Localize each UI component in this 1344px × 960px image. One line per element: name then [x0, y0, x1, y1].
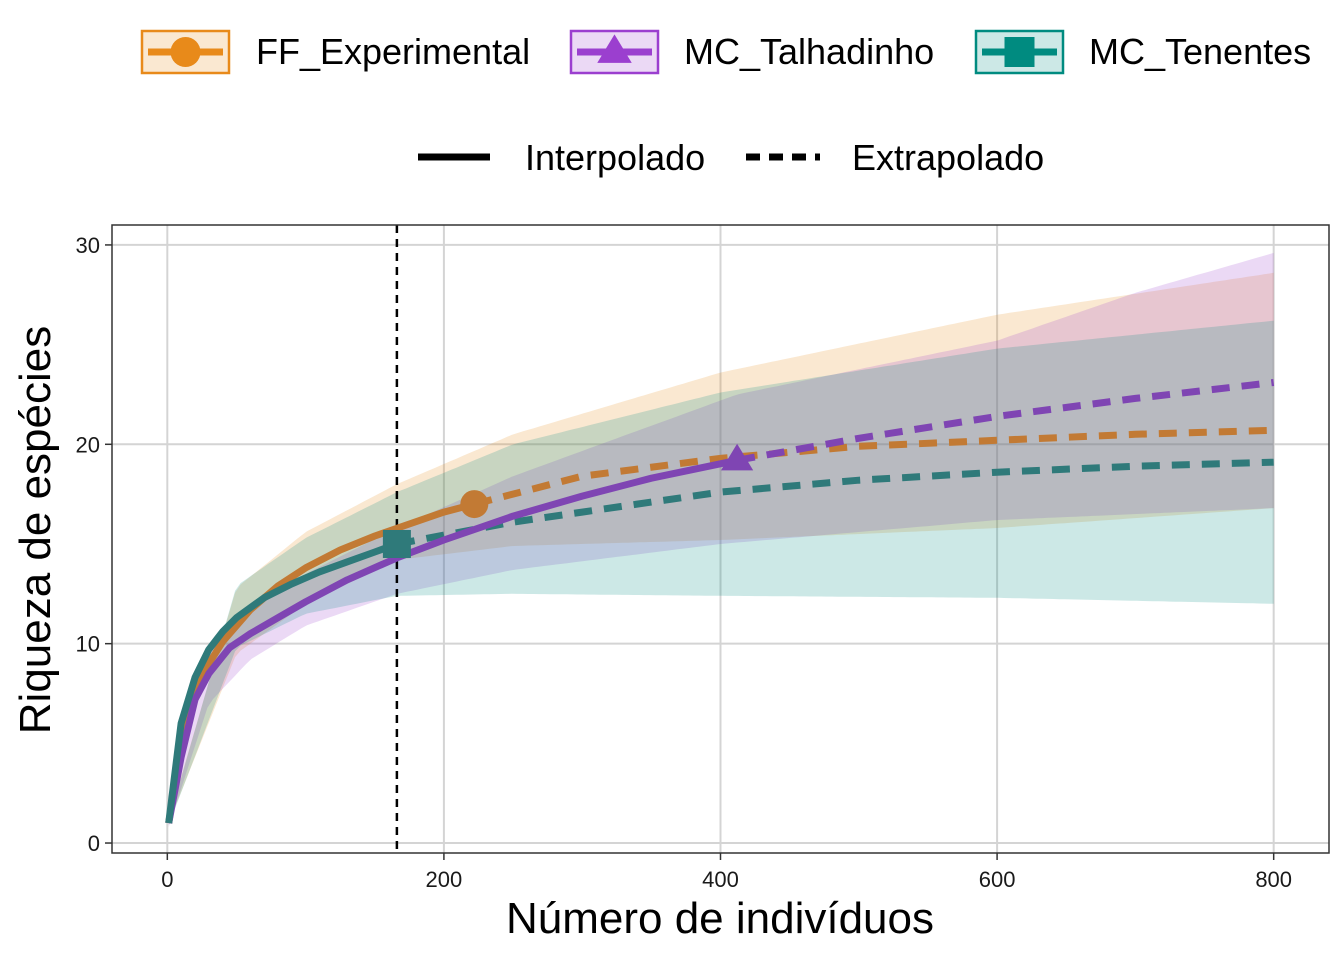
interpolated-line-MC_Tenentes [165, 540, 399, 824]
y-tick-label: 0 [88, 831, 100, 856]
extrapolated-line-FF_Experimental [473, 426, 1274, 508]
plot-panel [111, 224, 1330, 854]
x-tick-label: 800 [1255, 867, 1292, 892]
line-type-label-Interpolado: Interpolado [525, 137, 705, 178]
legend-label-MC_Talhadinho: MC_Talhadinho [684, 31, 934, 72]
y-tick-label: 20 [76, 432, 100, 457]
series-lines [165, 379, 1275, 824]
x-axis-ticks: 0 200 400 600 800 [161, 853, 1292, 892]
legend-key-marker-MC_Talhadinho [597, 34, 632, 63]
legend-key-marker-FF_Experimental [170, 37, 201, 67]
legend-label-FF_Experimental: FF_Experimental [256, 31, 530, 72]
series-legend: FF_Experimental MC_Talhadinho MC_Tenentes [140, 29, 1311, 75]
y-axis-ticks: 0 10 20 30 [76, 233, 112, 856]
line-type-label-Extrapolado: Extrapolado [852, 137, 1044, 178]
observed-marker-MC_Tenentes [382, 529, 411, 558]
legend-key-marker-MC_Tenentes [1004, 37, 1035, 67]
interpolated-line-MC_Talhadinho [165, 456, 738, 824]
y-tick-label: 30 [76, 233, 100, 258]
extrapolated-line-MC_Tenentes [396, 458, 1274, 548]
x-tick-label: 0 [161, 867, 173, 892]
x-axis-title: Número de indivíduos [506, 894, 934, 943]
y-tick-label: 10 [76, 632, 100, 657]
y-axis-title: Riqueza de espécies [11, 326, 60, 734]
x-tick-label: 600 [979, 867, 1016, 892]
observed-markers [382, 443, 754, 558]
confidence-ribbons [168, 252, 1274, 828]
legend-label-MC_Tenentes: MC_Tenentes [1089, 31, 1311, 72]
line-type-legend: Interpolado Extrapolado [418, 137, 1044, 178]
ci-ribbon-MC_Talhadinho [168, 252, 1274, 828]
observed-marker-FF_Experimental [460, 490, 489, 519]
x-tick-label: 200 [426, 867, 463, 892]
observed-marker-MC_Talhadinho [720, 443, 754, 471]
ci-ribbon-FF_Experimental [168, 272, 1274, 824]
x-tick-label: 400 [702, 867, 739, 892]
ci-ribbon-MC_Tenentes [168, 320, 1274, 826]
